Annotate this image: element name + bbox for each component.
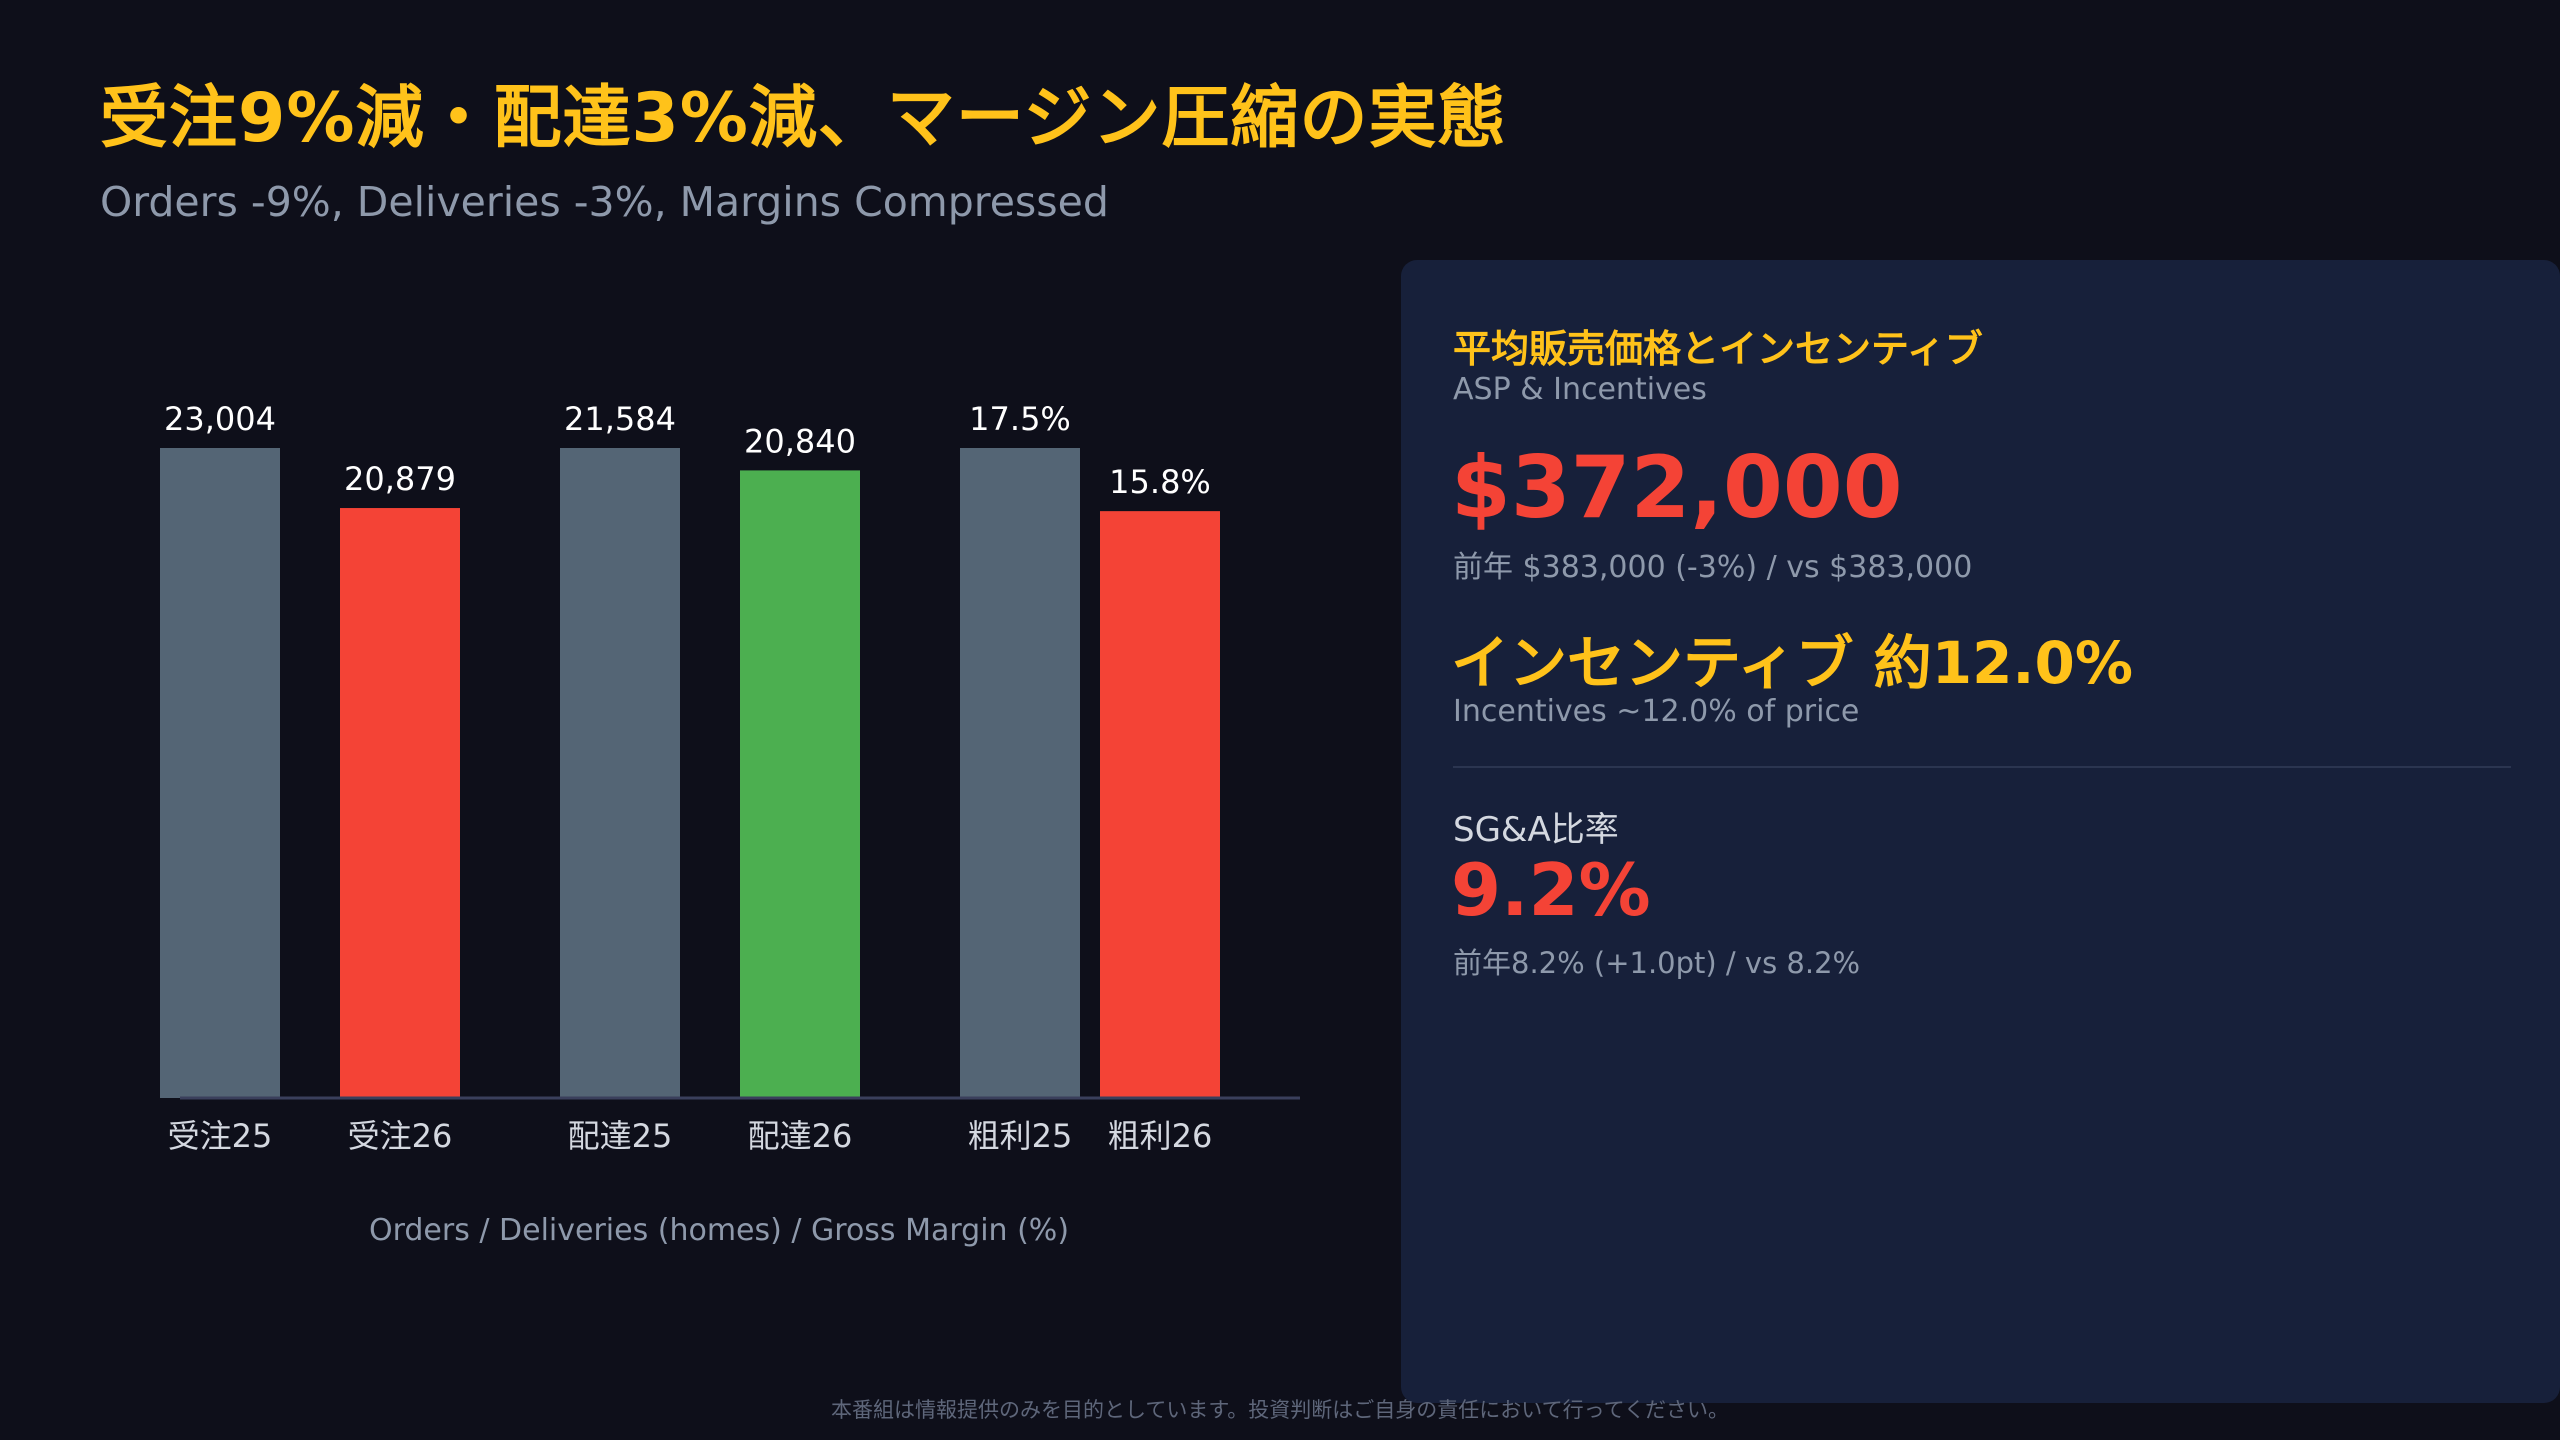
bar-受注25: [160, 448, 280, 1098]
asp-incentives-panel: 平均販売価格とインセンティブ ASP & Incentives $372,000…: [1401, 260, 2560, 1403]
page-title: 受注9%減・配達3%減、マージン圧縮の実態: [100, 79, 1507, 158]
bar-chart: 23,004 受注25 20,879 受注26 21,584 配達25 20,840 配達26…: [160, 400, 1300, 1248]
value-label-配達26: 20,840: [744, 422, 856, 460]
sga-label: SG&A比率: [1453, 810, 1619, 850]
panel-subheading: ASP & Incentives: [1453, 372, 1707, 407]
asp-value: $372,000: [1451, 438, 1903, 538]
bar-配達25: [560, 448, 680, 1098]
bar-受注26: [340, 508, 460, 1098]
category-label-配達25: 配達25: [568, 1117, 673, 1155]
value-label-粗利25: 17.5%: [969, 400, 1071, 438]
disclaimer: 本番組は情報提供のみを目的としています。投資判断はご自身の責任において行ってくだ…: [831, 1398, 1729, 1422]
category-label-配達26: 配達26: [748, 1117, 853, 1155]
value-label-粗利26: 15.8%: [1109, 463, 1211, 501]
incentive-note: Incentives ~12.0% of price: [1453, 694, 1860, 729]
sga-value: 9.2%: [1451, 848, 1651, 932]
page-subtitle: Orders -9%, Deliveries -3%, Margins Comp…: [100, 178, 1109, 226]
category-label-粗利26: 粗利26: [1108, 1117, 1213, 1155]
panel-divider: [1453, 766, 2511, 768]
value-label-受注25: 23,004: [164, 400, 276, 438]
bar-粗利26: [1100, 511, 1220, 1099]
sga-comparison: 前年8.2% (+1.0pt) / vs 8.2%: [1453, 946, 1861, 980]
value-label-受注26: 20,879: [344, 460, 456, 498]
panel-heading: 平均販売価格とインセンティブ: [1453, 327, 1983, 371]
x-axis-title: Orders / Deliveries (homes) / Gross Marg…: [369, 1213, 1069, 1248]
value-label-配達25: 21,584: [564, 400, 676, 438]
bar-配達26: [740, 470, 860, 1098]
category-label-受注26: 受注26: [348, 1117, 453, 1155]
category-label-受注25: 受注25: [168, 1117, 273, 1155]
category-label-粗利25: 粗利25: [968, 1117, 1073, 1155]
asp-comparison: 前年 $383,000 (-3%) / vs $383,000: [1453, 550, 1973, 585]
bar-粗利25: [960, 448, 1080, 1098]
incentive-value: インセンティブ 約12.0%: [1451, 629, 2133, 697]
